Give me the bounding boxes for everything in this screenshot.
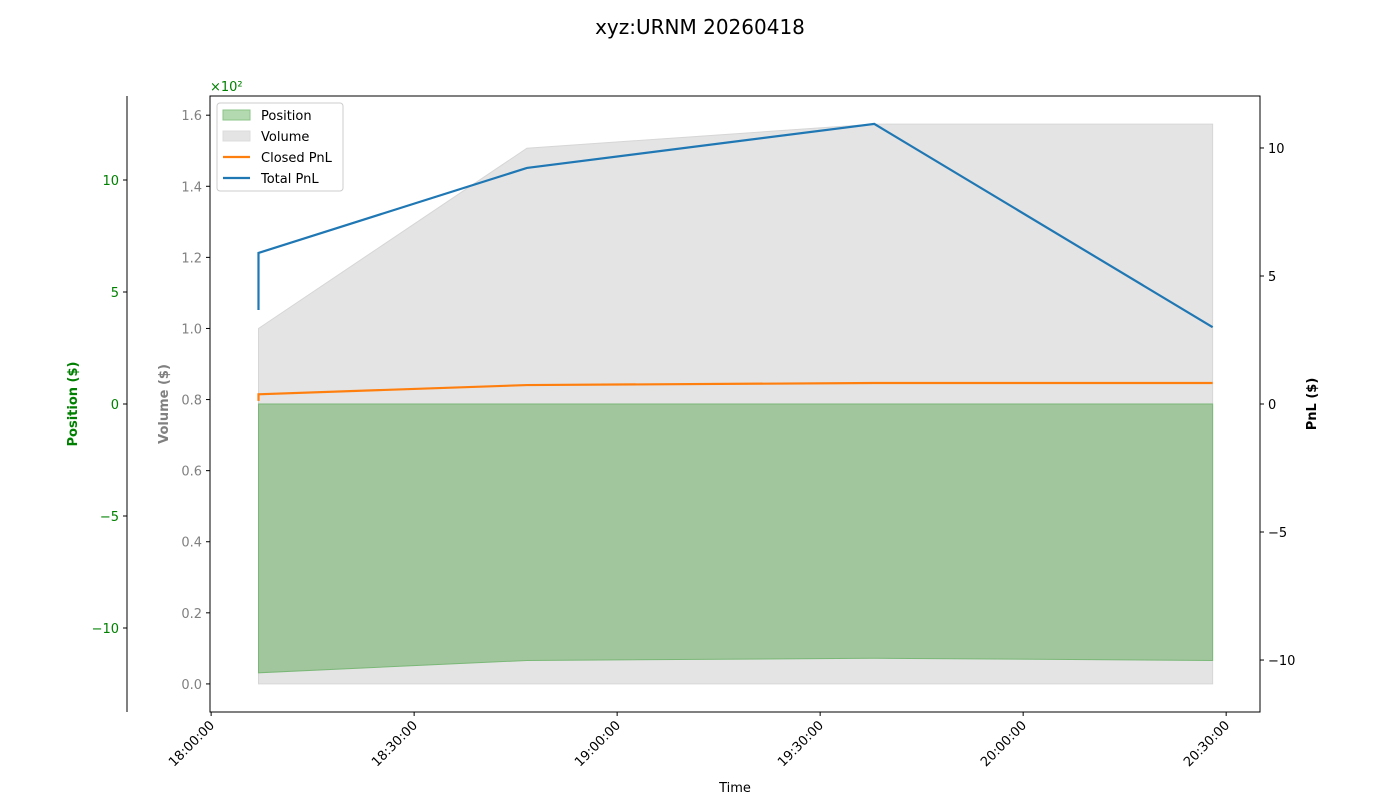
volume-tick-label: 1.6 bbox=[181, 109, 202, 124]
pnl-tick-label: −5 bbox=[1268, 526, 1287, 541]
volume-tick-label: 0.2 bbox=[181, 607, 202, 622]
legend-swatch-position bbox=[222, 109, 251, 121]
volume-tick-label: 1.2 bbox=[181, 251, 202, 266]
legend-label: Closed PnL bbox=[261, 151, 333, 166]
volume-tick-label: 1.0 bbox=[181, 322, 202, 337]
volume-axis-label: Volume ($) bbox=[157, 364, 172, 444]
pnl-tick-label: −10 bbox=[1268, 654, 1295, 669]
x-tick-label: 19:30:00 bbox=[775, 718, 827, 770]
position-axis-label: Position ($) bbox=[66, 362, 81, 447]
x-axis-label: Time bbox=[718, 781, 751, 796]
series-total-pnl-line bbox=[257, 122, 1214, 329]
x-tick-label: 18:30:00 bbox=[369, 718, 421, 770]
legend: Position Volume Closed PnL Total PnL bbox=[216, 102, 344, 192]
x-tick-label: 20:30:00 bbox=[1181, 718, 1233, 770]
legend-label: Position bbox=[261, 109, 312, 124]
position-tick-label: 0 bbox=[111, 398, 119, 413]
position-tick-label: −5 bbox=[100, 510, 119, 525]
volume-tick-label: 1.4 bbox=[181, 180, 202, 195]
pnl-tick-label: 10 bbox=[1268, 142, 1285, 157]
x-tick-label: 19:00:00 bbox=[572, 718, 624, 770]
legend-label: Total PnL bbox=[260, 172, 319, 187]
position-tick-label: −10 bbox=[92, 622, 119, 637]
chart-title: xyz:URNM 20260418 bbox=[595, 15, 805, 39]
series-closed-pnl-line bbox=[257, 381, 1213, 401]
volume-offset-text: ×10² bbox=[210, 80, 243, 95]
volume-tick-label: 0.0 bbox=[181, 678, 202, 693]
volume-tick-label: 0.8 bbox=[181, 394, 202, 409]
series-position-fill bbox=[257, 403, 1214, 674]
x-tick-label: 20:00:00 bbox=[978, 718, 1030, 770]
legend-swatch-volume bbox=[222, 130, 251, 142]
volume-tick-label: 0.6 bbox=[181, 465, 202, 480]
position-tick-label: 10 bbox=[102, 174, 119, 189]
legend-label: Volume bbox=[261, 130, 309, 145]
position-tick-label: 5 bbox=[111, 286, 119, 301]
x-tick-label: 18:00:00 bbox=[166, 718, 218, 770]
volume-tick-label: 0.4 bbox=[181, 536, 202, 551]
pnl-tick-label: 5 bbox=[1268, 270, 1276, 285]
pnl-tick-label: 0 bbox=[1268, 398, 1276, 413]
pnl-axis-label: PnL ($) bbox=[1305, 378, 1320, 431]
